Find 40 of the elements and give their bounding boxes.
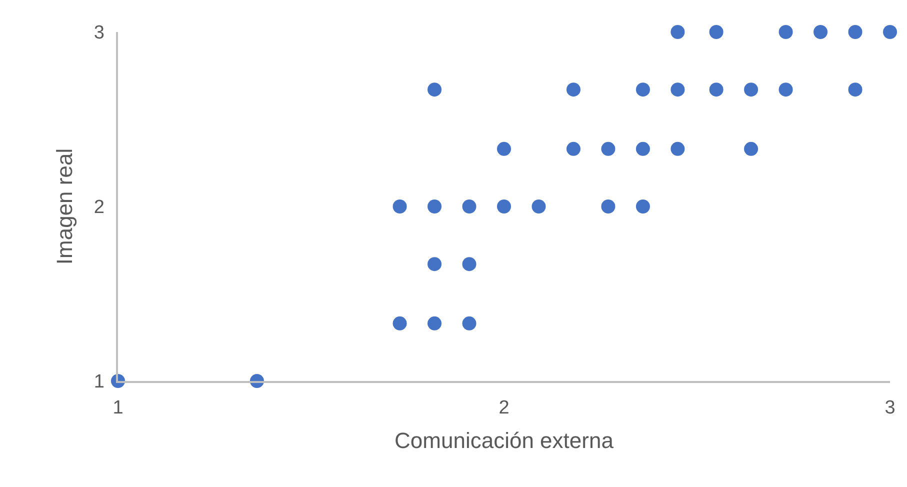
point — [848, 82, 862, 97]
y-tick-label: 2 — [94, 197, 104, 218]
point — [462, 200, 476, 214]
point — [428, 316, 442, 330]
point — [709, 25, 724, 39]
point — [636, 200, 650, 214]
point — [532, 200, 546, 214]
x-axis-title: Comunicación externa — [394, 428, 614, 453]
point — [392, 200, 407, 214]
point — [778, 82, 793, 97]
point — [709, 82, 724, 97]
point — [462, 257, 476, 272]
point — [566, 142, 580, 156]
point — [778, 25, 793, 39]
y-tick-label: 3 — [94, 22, 104, 44]
point — [670, 25, 685, 39]
point — [497, 200, 511, 214]
point — [428, 200, 442, 214]
point — [462, 316, 476, 330]
y-axis-title: Imagen real — [52, 148, 78, 265]
y-tick-label: 1 — [94, 372, 104, 393]
point — [636, 142, 650, 156]
point — [670, 82, 685, 97]
point — [744, 142, 758, 156]
point — [744, 82, 758, 97]
point — [497, 142, 511, 156]
point — [670, 142, 685, 156]
x-tick-label: 1 — [112, 398, 124, 419]
point — [848, 25, 862, 39]
point — [428, 82, 442, 97]
x-tick-label: 3 — [884, 398, 896, 419]
point — [566, 82, 580, 97]
point — [601, 200, 616, 214]
point — [883, 25, 897, 39]
point — [428, 257, 442, 272]
point — [601, 142, 616, 156]
x-tick-label: 2 — [498, 398, 510, 419]
point — [392, 316, 407, 330]
point — [814, 25, 828, 39]
point — [636, 82, 650, 97]
